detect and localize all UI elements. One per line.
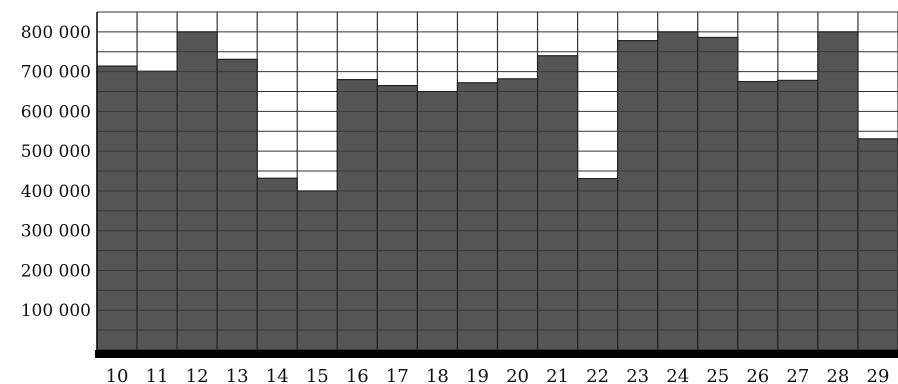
x-tick-label: 20 (506, 366, 529, 384)
bar-17 (376, 84, 419, 351)
y-tick-label: 600 000 (21, 102, 91, 122)
y-tick-label: 400 000 (21, 182, 91, 202)
x-tick-label: 13 (226, 366, 249, 384)
bar-25 (697, 36, 739, 351)
y-tick-label: 800 000 (21, 23, 91, 43)
x-tick-label: 18 (426, 366, 449, 384)
x-tick-label: 11 (146, 366, 169, 384)
bar-grid-overlay (97, 51, 898, 331)
bar-16 (336, 78, 378, 351)
bar-10 (96, 65, 138, 351)
x-tick-label: 23 (626, 366, 649, 384)
x-tick-label: 15 (306, 366, 329, 384)
bar-13 (216, 58, 258, 351)
bar-26 (737, 80, 779, 351)
bar-22 (576, 178, 619, 351)
x-tick-label: 10 (106, 366, 129, 384)
bar-29 (857, 138, 898, 351)
bar-14 (256, 177, 298, 351)
y-tick-label: 300 000 (21, 222, 91, 242)
bar-27 (777, 79, 819, 351)
x-tick-label: 19 (466, 366, 489, 384)
x-tick-label: 12 (186, 366, 209, 384)
bar-21 (536, 55, 579, 351)
y-tick-label: 700 000 (21, 63, 91, 83)
x-tick-label: 27 (786, 366, 809, 384)
x-tick-label: 28 (826, 366, 849, 384)
x-tick-label: 25 (706, 366, 729, 384)
y-tick-label: 100 000 (21, 301, 91, 321)
bar-20 (496, 78, 539, 351)
x-tick-label: 22 (586, 366, 609, 384)
bar-19 (456, 82, 499, 351)
bar-23 (617, 40, 659, 351)
x-tick-label: 14 (266, 366, 289, 384)
x-tick-label: 16 (346, 366, 369, 384)
y-tick-label: 500 000 (21, 142, 91, 162)
bar-18 (416, 90, 459, 351)
x-tick-labels: 10 11 12 13 14 15 16 17 18 19 20 21 22 23 24 25 26 27 28 29 (106, 366, 890, 384)
x-tick-label: 26 (746, 366, 769, 384)
x-axis-baseline (95, 350, 898, 358)
x-tick-label: 29 (867, 366, 890, 384)
x-tick-label: 21 (546, 366, 569, 384)
y-tick-label: 200 000 (21, 261, 91, 281)
axes (95, 12, 898, 358)
x-tick-label: 24 (666, 366, 689, 384)
y-tick-labels: 100 000 200 000 300 000 400 000 500 000 600 0… (21, 23, 91, 321)
x-tick-label: 17 (386, 366, 409, 384)
